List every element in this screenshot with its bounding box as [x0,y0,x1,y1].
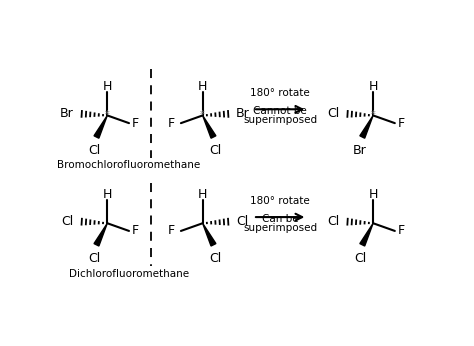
Text: Cl: Cl [210,252,222,265]
Text: Cl: Cl [328,107,340,120]
Text: F: F [132,225,139,237]
Text: Dichlorofluoromethane: Dichlorofluoromethane [69,270,189,280]
Text: Cl: Cl [88,144,100,157]
Text: H: H [198,188,207,201]
Text: H: H [102,188,112,201]
Text: F: F [398,225,405,237]
Text: Br: Br [60,107,74,120]
Text: 180° rotate: 180° rotate [250,89,310,99]
Polygon shape [202,116,216,138]
Text: Cl: Cl [88,252,100,265]
Text: H: H [368,188,378,201]
Text: F: F [168,225,175,237]
Text: superimposed: superimposed [243,223,317,233]
Text: Cl: Cl [354,252,366,265]
Text: H: H [102,81,112,93]
Text: F: F [132,117,139,130]
Text: Can be: Can be [262,214,299,224]
Text: Cannot be: Cannot be [253,106,307,116]
Text: *: * [105,110,109,120]
Text: Cl: Cl [328,215,340,228]
Polygon shape [360,116,373,138]
Text: Cl: Cl [62,215,74,228]
Text: 180° rotate: 180° rotate [250,196,310,206]
Text: *: * [371,110,375,120]
Text: Br: Br [236,107,250,120]
Text: F: F [398,117,405,130]
Polygon shape [94,223,107,246]
Text: H: H [368,81,378,93]
Text: H: H [198,81,207,93]
Text: Cl: Cl [210,144,222,157]
Polygon shape [360,223,373,246]
Polygon shape [202,223,216,246]
Polygon shape [94,116,107,138]
Text: F: F [168,117,175,130]
Text: *: * [200,110,205,120]
Text: Cl: Cl [236,215,248,228]
Text: Br: Br [353,144,367,157]
Text: superimposed: superimposed [243,116,317,126]
Text: Bromochlorofluoromethane: Bromochlorofluoromethane [57,160,201,170]
